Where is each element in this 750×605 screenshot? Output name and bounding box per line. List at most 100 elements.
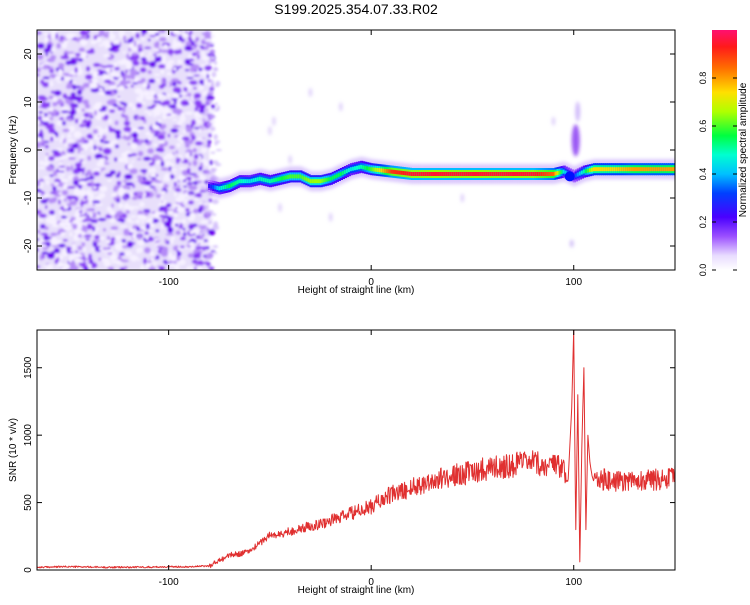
noise-speck [58,68,63,76]
noise-speck [61,250,69,257]
noise-speck [37,180,41,188]
noise-speck [205,95,215,101]
noise-speck [131,73,135,81]
noise-speck [207,229,216,236]
noise-speck [37,240,43,245]
noise-speck [193,111,200,118]
signal-core-cell [443,172,447,176]
noise-speck [108,85,117,90]
noise-edge-speck [203,212,210,216]
colorbar-tick-label: 0.4 [698,168,708,181]
noise-speck [67,51,75,54]
signal-core-cell [351,166,356,171]
signal-core-cell [511,172,516,176]
noise-speck [190,246,195,251]
signal-core-cell [497,172,501,176]
signal-core-cell [432,172,437,176]
noise-speck [205,254,213,260]
noise-speck [201,54,208,61]
signal-core-cell [507,172,512,176]
noise-edge-speck [210,168,216,174]
noise-speck [162,207,169,212]
noise-edge-speck [206,99,213,105]
signal-core-cell [597,167,601,172]
noise-speck [65,60,72,66]
noise-speck [181,136,190,141]
noise-speck [198,85,204,91]
signal-core-cell [347,168,352,173]
signal-core-cell [477,172,481,176]
noise-speck [70,164,74,172]
noise-speck [94,245,102,253]
signal-core-cell [382,168,386,173]
noise-speck [179,115,186,123]
signal-core-cell [576,172,580,177]
noise-speck [162,259,168,264]
noise-speck [50,232,58,237]
noise-speck [186,182,193,185]
spectrogram-ytick-label: -10 [23,190,34,205]
noise-speck [103,140,110,144]
signal-core-cell [305,177,309,182]
noise-speck [107,266,115,270]
signal-core-cell [430,172,435,176]
noise-speck [197,260,204,266]
noise-speck [52,170,58,177]
noise-speck [139,67,147,73]
noise-speck [185,126,193,133]
noise-speck [175,196,184,203]
noise-speck [171,118,178,121]
noise-speck [155,159,162,165]
signal-core-cell [467,172,471,176]
noise-edge-speck [210,151,216,154]
noise-speck [40,232,49,236]
noise-speck [71,57,75,61]
signal-core-cell [483,172,487,176]
signal-core-cell [370,167,374,172]
noise-speck [55,148,64,151]
signal-core-cell [609,167,613,172]
noise-speck [77,68,83,76]
signal-core-cell [655,167,659,172]
noise-speck [37,42,45,49]
noise-speck [39,213,47,218]
noise-speck [58,176,64,179]
signal-core-cell [394,170,398,175]
noise-speck [58,167,65,171]
noise-speck [143,209,151,213]
noise-speck [60,267,67,270]
noise-speck [116,180,122,186]
noise-speck [198,234,203,239]
noise-speck [153,73,161,76]
signal-core-cell [250,178,254,183]
noise-edge-speck [215,148,222,152]
noise-speck [108,106,115,109]
noise-speck [181,157,184,162]
noise-speck [98,192,106,199]
signal-core-cell [518,172,522,176]
noise-speck [72,223,78,230]
colorbar-axes: 0.0 0.2 0.4 0.6 0.8 [698,72,737,276]
noise-speck [145,233,149,241]
signal-core-cell [220,185,224,190]
snr-xtick-label: -100 [159,577,179,588]
noise-speck [85,122,91,129]
noise-speck [151,218,160,223]
noise-speck [149,185,155,189]
signal-core-cell [613,167,617,172]
signal-core-cell [337,172,341,177]
signal-core-cell [641,167,645,172]
noise-speck [77,144,82,148]
signal-core-cell [274,177,279,182]
noise-speck [77,234,82,238]
signal-core-cell [319,179,323,184]
noise-speck [198,64,208,67]
signal-core-cell [323,178,327,183]
noise-speck [125,209,130,214]
noise-speck [84,177,90,181]
signal-core-cell [258,176,262,181]
noise-speck [65,85,73,90]
noise-speck [158,147,165,153]
noise-speck [147,111,153,116]
